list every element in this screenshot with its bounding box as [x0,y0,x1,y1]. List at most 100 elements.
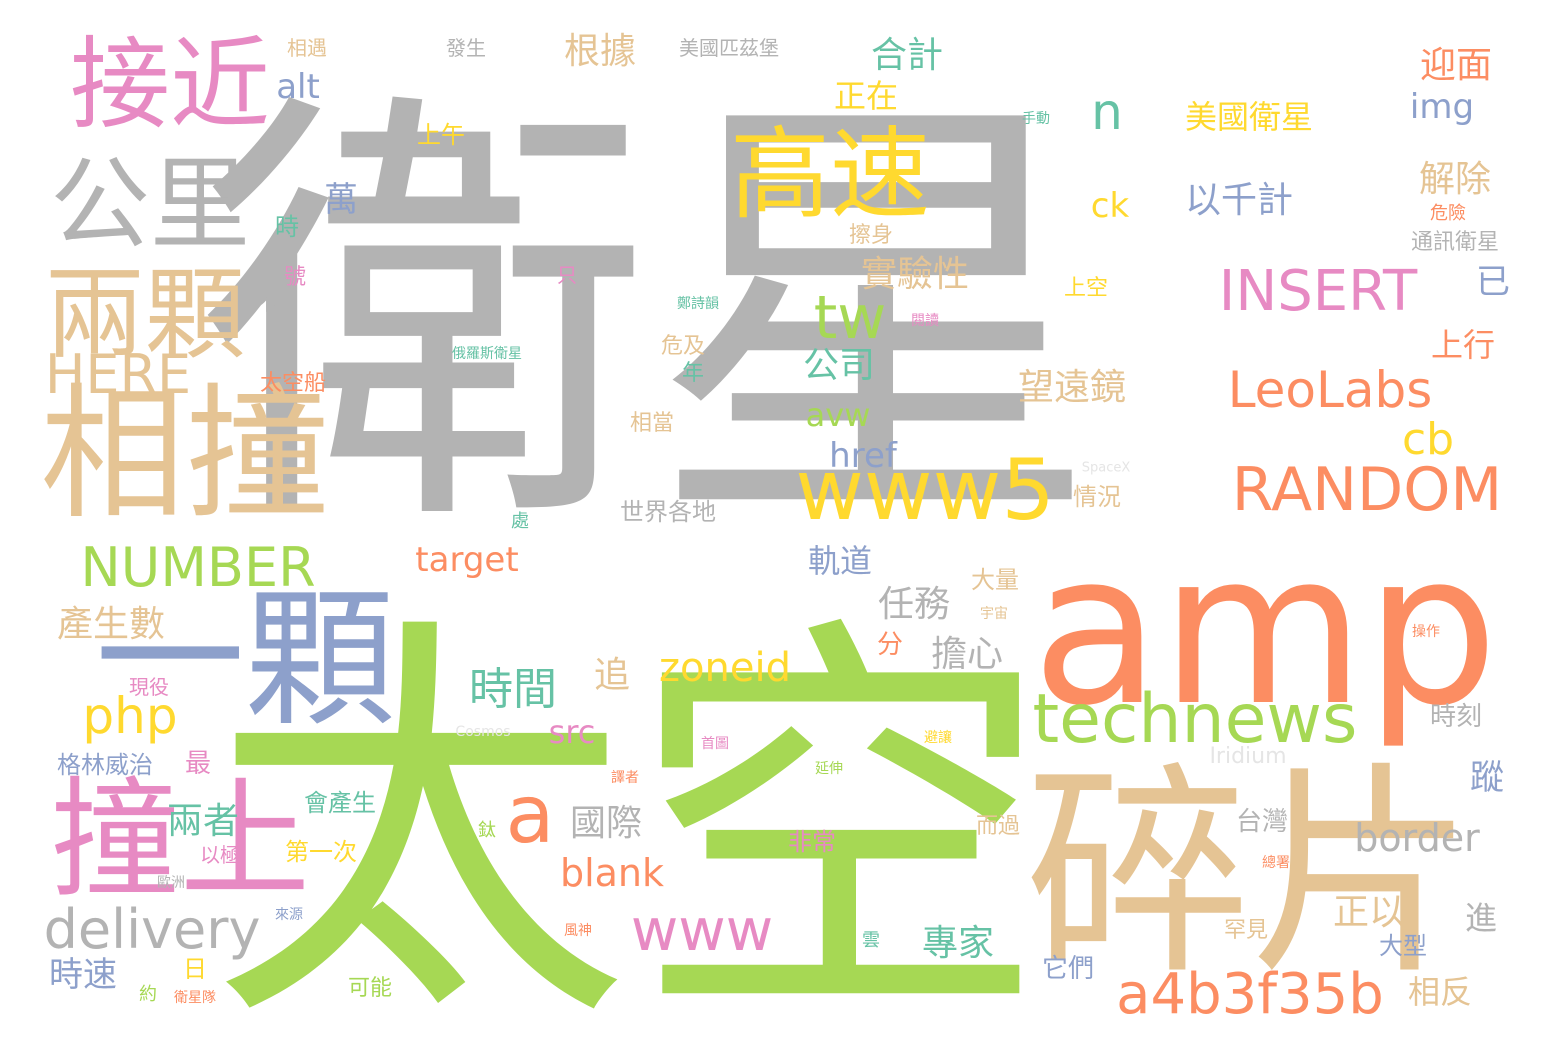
word-jiechu: 解除 [1418,159,1492,200]
word-weixingdui: 衛星隊 [174,990,216,1006]
word-fasheng: 發生 [446,36,486,60]
word-php: php [82,687,178,745]
word-xianyi: 現役 [129,675,169,699]
word-guidao: 軌道 [807,542,873,580]
word-zhi: 只 [557,263,577,287]
word-feichang: 非常 [788,828,836,856]
word-xiangfan: 相反 [1407,973,1473,1011]
word-avw: avw [805,396,871,434]
word-shi: 時 [275,213,299,241]
word-suipian: 碎片 [1025,743,1475,1006]
word-zhuangshang: 撞上 [49,764,311,916]
word-insert: INSERT [1218,259,1418,324]
word-shiyanxing: 實驗性 [860,254,970,295]
word-erguo: 而過 [975,814,1021,839]
word-href: href [829,436,897,476]
word-yuedu: 閱讀 [911,313,939,329]
word-shijiegedi: 世界各地 [620,498,716,526]
word-src: src [548,713,596,751]
word-zhuanjia: 專家 [921,923,995,964]
word-daxing: 大型 [1379,932,1427,960]
word-random: RANDOM [1231,455,1503,525]
word-guoji: 國際 [569,803,643,844]
word-cb: cb [1401,414,1455,465]
word-zhui: 追 [593,655,631,696]
word-gongli: 公里 [50,146,250,263]
word-hao: 號 [283,265,307,290]
word-yun: 雲 [862,930,880,951]
word-bierang: 避讓 [924,730,952,746]
word-spacex: SpaceX [1081,460,1131,476]
word-blank: blank [559,851,665,895]
word-yi: 已 [1476,262,1510,302]
word-yiji: 以極 [200,843,240,867]
word-weixian: 危險 [1430,203,1466,224]
word-technews: technews [1032,680,1358,759]
word-tai: 鈦 [478,820,496,841]
word-zhengshiyun: 鄭詩韻 [677,296,719,312]
word-fen: 分 [876,630,904,660]
word-ck: ck [1090,186,1130,226]
word-gongsi: 公司 [802,345,876,386]
word-iridium: Iridium [1209,744,1287,769]
word-target: target [415,540,519,580]
word-xiangdang: 相當 [629,411,675,436]
word-qingkuang: 情況 [1073,483,1121,511]
word-tw: tw [813,283,887,353]
word-shangwu: 上午 [417,121,465,149]
word-a4b3f35b: a4b3f35b [1116,962,1384,1027]
word-yizhe: 譯者 [611,770,639,786]
word-liangzhe: 兩者 [166,801,240,842]
word-wan: 萬 [324,180,358,220]
word-chu: 處 [511,511,529,532]
word-cosmos: Cosmos [455,724,511,740]
word-shangxing: 上行 [1430,326,1496,364]
word-yiqianji: 以千計 [1184,180,1294,221]
word-leolabs: LeoLabs [1227,361,1433,419]
word-zhengzai: 正在 [833,77,899,115]
word-nian: 年 [681,361,705,386]
word-zong: 蹤 [1470,758,1504,798]
word-taikong: 太空 [210,585,1050,1052]
word-zhengyi: 正以 [1332,892,1406,933]
word-shike: 時刻 [1429,702,1483,732]
word-yuzhou: 宇宙 [980,606,1008,622]
word-hanjian: 罕見 [1223,918,1269,943]
word-heji: 合計 [870,35,944,76]
word-taikongchuan: 太空船 [259,371,327,396]
word-border: border [1354,816,1480,860]
word-yanshen: 延伸 [815,761,843,777]
word-jin: 進 [1464,899,1498,937]
word-weiji: 危及 [660,334,706,359]
word-yingmian: 迎面 [1419,45,1493,86]
word-here: HERE [44,343,192,406]
word-daliang: 大量 [971,566,1019,594]
word-fengshen: 風神 [564,923,592,939]
word-tamen: 它們 [1041,954,1095,984]
word-gelinweizhi: 格林威治 [57,751,153,779]
word-zongshu: 總署 [1262,855,1290,871]
word-ouzhou: 歐洲 [157,875,185,891]
word-jiejin: 接近 [70,26,270,143]
word-genju: 根據 [563,31,637,72]
word-a: a [505,768,555,861]
word-meiguopizibao: 美國匹茲堡 [679,36,779,60]
word-danxin: 擔心 [930,634,1004,675]
word-renwu: 任務 [877,584,951,625]
word-zoneid: zoneid [659,645,791,691]
word-n: n [1091,83,1123,141]
word-huichansheng: 會產生 [304,789,376,817]
word-img: img [1409,87,1475,127]
word-keneng: 可能 [347,976,393,1001]
word-caozuo: 操作 [1412,624,1440,640]
word-ri: 日 [183,955,207,983]
word-alt: alt [276,67,320,107]
word-delivery: delivery [43,898,261,961]
word-number: NUMBER [80,536,316,599]
word-www: www [630,896,774,964]
word-bu: 不 [257,291,277,315]
word-xiangyu: 相遇 [287,36,327,60]
word-taiwan: 台灣 [1235,807,1289,837]
word-tongxunweixing: 通訊衛星 [1410,230,1500,255]
word-yike: 一顆 [94,573,396,747]
